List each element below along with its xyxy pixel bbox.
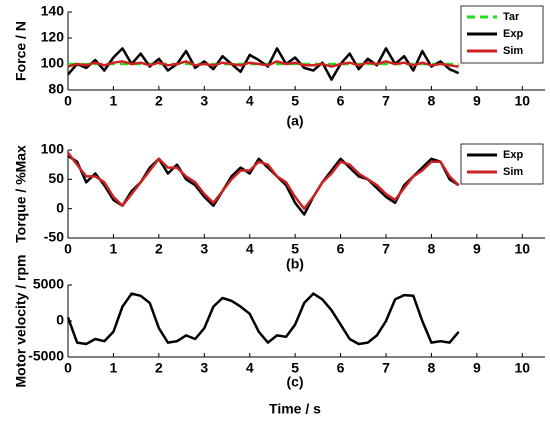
y-tick-label: -50 — [44, 229, 64, 245]
data-line — [67, 47, 460, 81]
legend-label: Sim — [503, 45, 523, 57]
x-tick-label: 2 — [155, 241, 163, 257]
x-tick-label: 9 — [473, 241, 481, 257]
x-tick-label: 0 — [64, 93, 72, 109]
y-axis-label: Force / N — [13, 21, 29, 81]
y-tick-label: 100 — [41, 55, 65, 71]
y-tick-label: 120 — [41, 29, 65, 45]
data-line — [67, 60, 459, 68]
legend-label: Sim — [503, 166, 523, 178]
x-tick-label: 8 — [428, 241, 436, 257]
y-tick-label: 5000 — [33, 276, 64, 292]
y-tick-label: 80 — [48, 81, 64, 97]
data-line — [67, 152, 460, 210]
x-tick-label: 9 — [473, 93, 481, 109]
x-tick-label: 4 — [246, 241, 254, 257]
y-tick-label: 140 — [41, 3, 65, 19]
x-tick-label: 5 — [291, 241, 299, 257]
caption: (a) — [286, 113, 303, 129]
x-tick-label: 0 — [64, 360, 72, 376]
y-tick-label: 100 — [41, 141, 65, 157]
x-tick-label: 7 — [382, 360, 390, 376]
legend-label: Exp — [503, 149, 523, 161]
x-tick-label: 6 — [337, 93, 345, 109]
x-tick-label: 6 — [337, 241, 345, 257]
x-tick-label: 3 — [200, 93, 208, 109]
data-line — [67, 154, 460, 216]
x-tick-label: 8 — [428, 93, 436, 109]
x-tick-label: 8 — [428, 360, 436, 376]
y-tick-label: 0 — [56, 199, 64, 215]
caption: (b) — [286, 256, 304, 272]
x-tick-label: 10 — [514, 93, 530, 109]
x-tick-label: 4 — [246, 360, 254, 376]
x-tick-label: 1 — [110, 93, 118, 109]
y-axis-label: Torque / %Max — [13, 145, 29, 243]
legend-box — [460, 143, 544, 185]
x-tick-label: 3 — [200, 241, 208, 257]
caption: (c) — [286, 374, 303, 390]
x-tick-label: 9 — [473, 360, 481, 376]
x-tick-label: 7 — [382, 241, 390, 257]
data-line — [66, 292, 460, 346]
x-tick-label: 3 — [200, 360, 208, 376]
y-tick-label: -5000 — [28, 348, 64, 364]
legend-label: Tar — [503, 11, 520, 23]
x-tick-label: 0 — [64, 241, 72, 257]
x-tick-label: 2 — [155, 360, 163, 376]
legend-label: Exp — [503, 28, 523, 40]
x-tick-label: 5 — [291, 93, 299, 109]
x-tick-label: 5 — [291, 360, 299, 376]
x-tick-label: 7 — [382, 93, 390, 109]
x-tick-label: 6 — [337, 360, 345, 376]
x-tick-label: 2 — [155, 93, 163, 109]
x-tick-label: 4 — [246, 93, 254, 109]
y-tick-label: 0 — [56, 312, 64, 328]
y-axis-label: Motor velocity / rpm — [13, 254, 29, 387]
x-axis-label: Time / s — [269, 401, 321, 417]
x-tick-label: 1 — [110, 241, 118, 257]
x-tick-label: 1 — [110, 360, 118, 376]
x-tick-label: 10 — [514, 241, 530, 257]
y-tick-label: 50 — [48, 170, 64, 186]
x-tick-label: 10 — [514, 360, 530, 376]
